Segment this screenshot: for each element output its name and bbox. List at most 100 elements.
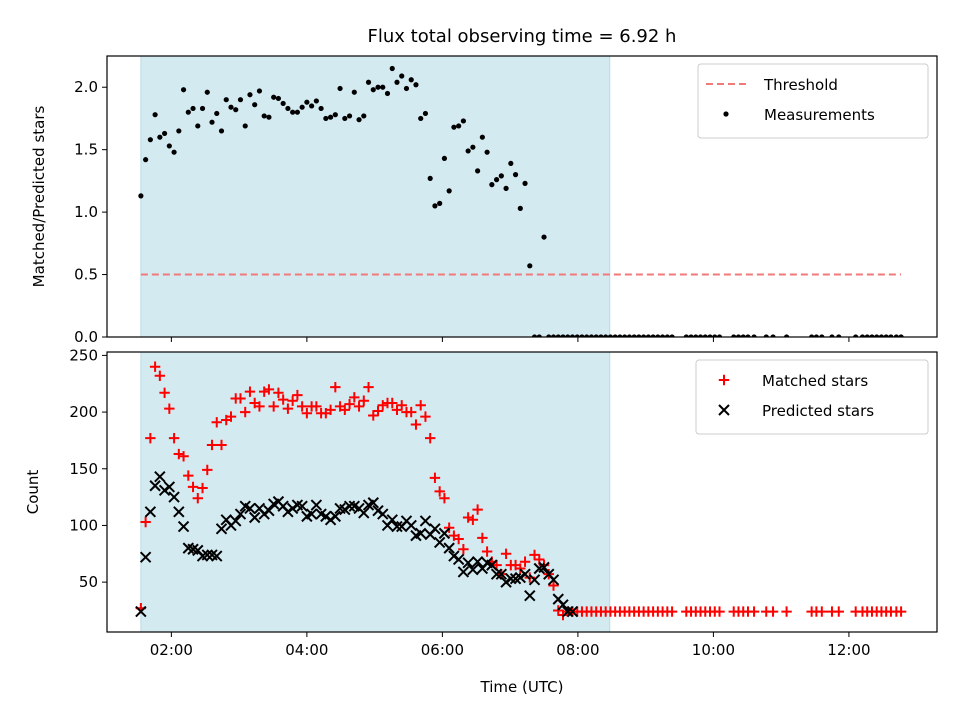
data-point [716,334,723,337]
x-tick-label: 04:00 [285,641,328,659]
data-point [287,395,298,406]
data-point [258,386,270,397]
data-point [304,99,310,105]
series-measurements [138,65,904,337]
data-point [145,432,156,444]
data-point [420,411,431,422]
series-predicted-stars [135,470,579,618]
data-point [143,157,149,163]
data-point [697,334,704,337]
data-point [557,599,569,611]
data-point [503,185,509,191]
data-point [234,508,247,520]
data-point [152,112,158,118]
data-point [748,606,760,617]
data-point [215,523,228,535]
data-point [529,549,540,561]
data-point [864,334,870,337]
data-point [252,102,258,108]
data-point [471,556,484,568]
data-point [522,180,528,186]
observing-window-shade [140,351,611,633]
data-point [202,464,213,476]
data-point [327,114,334,120]
data-point [230,515,242,527]
data-point [325,404,336,416]
data-point [859,334,866,337]
data-point [299,104,305,110]
data-point [603,334,609,337]
data-point [375,84,381,90]
data-point [159,387,170,399]
data-point [161,130,168,137]
legend-marker [718,404,730,416]
data-point [337,85,343,92]
data-point [883,334,889,337]
data-point [149,361,161,372]
data-point [460,118,466,124]
data-point [515,563,526,574]
data-point [659,334,666,337]
data-point [893,334,899,337]
data-point [538,561,550,574]
data-point [280,100,286,107]
data-point [813,334,819,337]
data-point [135,605,147,618]
data-point [240,406,251,418]
y-tick-label: 0.0 [74,328,98,346]
data-point [593,334,599,337]
data-point [389,65,395,72]
data-point [493,177,500,183]
data-point [358,395,369,406]
data-point [372,405,384,417]
data-point [541,234,547,240]
data-point [332,112,338,118]
data-point [197,482,208,494]
x-tick-label: 02:00 [150,641,193,659]
data-point [318,105,324,112]
data-point [441,155,448,162]
data-point [770,334,776,337]
data-point [560,334,566,337]
data-point [168,432,180,444]
data-point [622,334,628,337]
data-point [740,334,746,337]
data-point [536,334,542,337]
legend-label: Measurements [764,106,875,124]
data-point [225,411,237,422]
data-point [562,605,574,618]
data-point [163,481,176,493]
data-point [636,334,642,337]
data-point [290,109,296,115]
data-point [731,334,737,337]
data-point [495,568,508,580]
y-tick-label: 100 [69,516,98,534]
data-point [666,606,678,617]
data-point [391,520,403,533]
data-point [458,544,469,555]
data-point [176,128,182,134]
data-point [343,500,356,512]
data-point [211,417,222,428]
data-point [475,168,481,174]
data-point [275,95,282,102]
data-point [147,137,153,143]
data-point [531,334,538,337]
data-point [467,514,479,525]
data-point [486,559,498,571]
data-point [519,556,531,567]
data-point [149,480,161,492]
data-point [199,105,206,112]
data-point [707,334,713,337]
data-point [528,574,541,586]
data-point [140,516,151,528]
data-point [712,334,718,337]
data-point [353,401,365,412]
data-point [555,334,561,337]
data-point [244,386,256,397]
data-point [296,500,308,512]
data-point [833,606,844,617]
data-point [693,334,699,337]
data-point [237,97,244,103]
data-point [878,334,885,337]
